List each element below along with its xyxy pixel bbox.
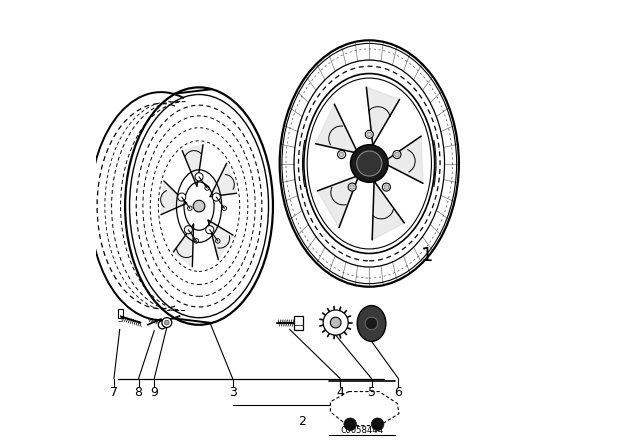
Circle shape xyxy=(195,173,203,181)
Ellipse shape xyxy=(357,306,386,341)
Circle shape xyxy=(193,200,205,212)
Circle shape xyxy=(393,151,401,159)
Circle shape xyxy=(367,132,371,137)
Circle shape xyxy=(337,151,346,159)
Text: 5: 5 xyxy=(367,385,376,399)
Circle shape xyxy=(344,418,356,431)
Circle shape xyxy=(205,226,214,234)
Polygon shape xyxy=(383,136,423,183)
Text: C0058444: C0058444 xyxy=(340,426,383,435)
Circle shape xyxy=(350,185,355,190)
Polygon shape xyxy=(210,163,237,197)
Circle shape xyxy=(330,317,341,328)
Circle shape xyxy=(339,152,344,157)
Text: 2: 2 xyxy=(298,414,306,428)
Text: 7: 7 xyxy=(110,385,118,399)
Circle shape xyxy=(184,226,193,234)
Polygon shape xyxy=(182,145,203,186)
Polygon shape xyxy=(372,181,404,240)
Polygon shape xyxy=(316,104,358,153)
Circle shape xyxy=(365,130,373,138)
Polygon shape xyxy=(317,175,359,228)
Circle shape xyxy=(356,151,382,176)
Circle shape xyxy=(158,321,166,329)
Circle shape xyxy=(351,145,388,182)
Circle shape xyxy=(384,185,388,190)
Text: 6: 6 xyxy=(394,385,403,399)
Polygon shape xyxy=(208,220,233,259)
Circle shape xyxy=(348,183,356,191)
Text: 8: 8 xyxy=(134,385,143,399)
Polygon shape xyxy=(173,224,193,267)
Polygon shape xyxy=(366,87,399,145)
Circle shape xyxy=(164,320,169,325)
Text: 3: 3 xyxy=(228,385,237,399)
Circle shape xyxy=(323,310,348,335)
Circle shape xyxy=(371,418,384,431)
Circle shape xyxy=(162,318,172,327)
Circle shape xyxy=(212,193,220,201)
FancyBboxPatch shape xyxy=(294,316,303,330)
Text: 4: 4 xyxy=(336,385,344,399)
FancyBboxPatch shape xyxy=(118,309,123,318)
Circle shape xyxy=(178,193,186,201)
Circle shape xyxy=(382,183,390,191)
Polygon shape xyxy=(161,181,187,215)
Circle shape xyxy=(395,152,399,157)
Polygon shape xyxy=(330,392,399,426)
Text: 1: 1 xyxy=(421,246,434,265)
Circle shape xyxy=(365,317,378,330)
Text: 9: 9 xyxy=(150,385,158,399)
